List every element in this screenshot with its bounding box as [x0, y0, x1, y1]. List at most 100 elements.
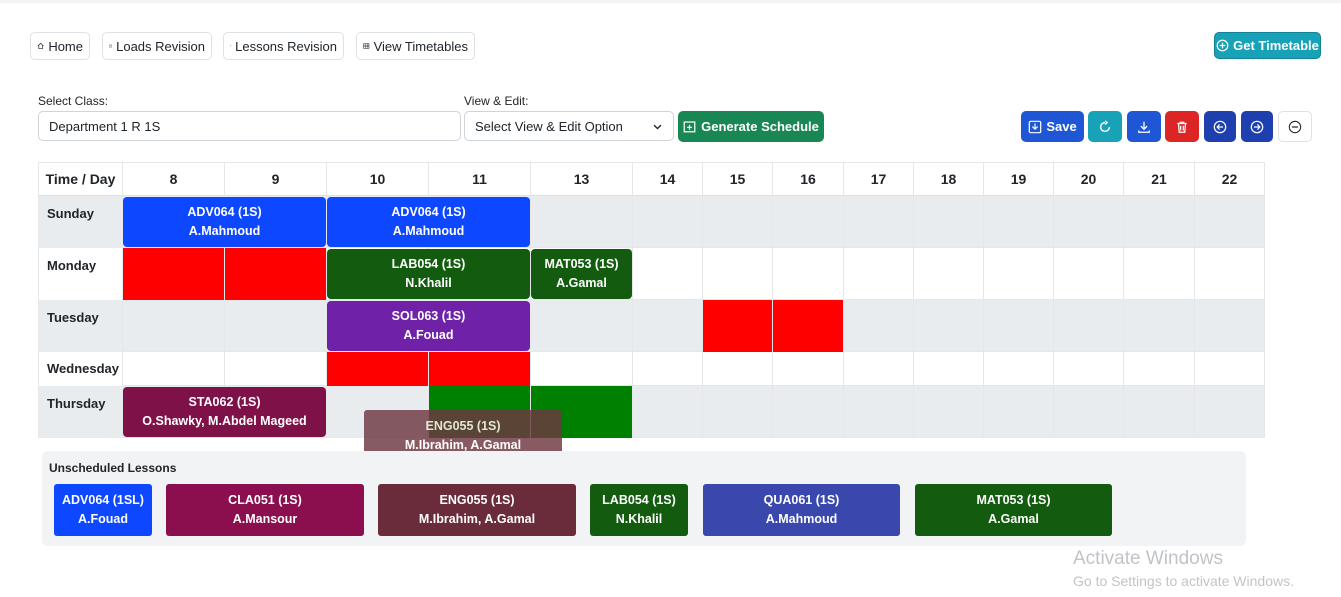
- timetable-cell[interactable]: [1195, 386, 1265, 438]
- save-label: Save: [1046, 119, 1077, 134]
- timetable-cell[interactable]: [1195, 352, 1265, 386]
- timetable-cell[interactable]: [773, 386, 844, 438]
- timetable-cell[interactable]: [531, 196, 633, 248]
- view-edit-select[interactable]: Select View & Edit Option: [464, 111, 674, 141]
- timetable-cell[interactable]: [1195, 300, 1265, 352]
- scheduled-lesson[interactable]: SOL063 (1S) A.Fouad: [327, 301, 530, 351]
- timetable-cell[interactable]: [633, 352, 703, 386]
- timetable-cell[interactable]: [914, 386, 984, 438]
- timetable-cell[interactable]: [633, 196, 703, 248]
- timetable-cell[interactable]: [225, 300, 327, 352]
- scheduled-lesson[interactable]: ADV064 (1S) A.Mahmoud: [327, 197, 530, 247]
- timetable-cell[interactable]: [1124, 386, 1195, 438]
- unscheduled-lesson[interactable]: LAB054 (1S) N.Khalil: [590, 484, 688, 536]
- timetable-cell[interactable]: [633, 248, 703, 300]
- scheduled-lesson[interactable]: MAT053 (1S) A.Gamal: [531, 249, 632, 299]
- view-timetables-button[interactable]: View Timetables: [356, 32, 475, 60]
- timetable-cell[interactable]: [1054, 248, 1124, 300]
- generate-schedule-label: Generate Schedule: [701, 119, 819, 134]
- timetable-cell[interactable]: [984, 248, 1054, 300]
- loads-revision-button[interactable]: Loads Revision: [102, 32, 212, 60]
- timetable-cell[interactable]: [1124, 248, 1195, 300]
- unscheduled-lesson[interactable]: ENG055 (1S) M.Ibrahim, A.Gamal: [378, 484, 576, 536]
- timetable-cell[interactable]: [225, 352, 327, 386]
- select-class-input[interactable]: Department 1 R 1S: [38, 111, 461, 141]
- blocked-slot: [123, 248, 224, 300]
- timetable-cell[interactable]: [1054, 196, 1124, 248]
- timetable-cell[interactable]: [1054, 352, 1124, 386]
- timetable-cell[interactable]: [984, 386, 1054, 438]
- delete-button[interactable]: [1165, 111, 1199, 142]
- timetable-cell[interactable]: [1054, 300, 1124, 352]
- timetable-cell[interactable]: [914, 196, 984, 248]
- arrow-right-circle-icon: [1250, 120, 1264, 133]
- timetable-cell[interactable]: [844, 300, 914, 352]
- unscheduled-lesson[interactable]: MAT053 (1S) A.Gamal: [915, 484, 1112, 536]
- timetable-cell[interactable]: [1124, 300, 1195, 352]
- scheduled-lesson[interactable]: ADV064 (1S) A.Mahmoud: [123, 197, 326, 247]
- chevron-down-icon: [653, 124, 662, 130]
- generate-schedule-button[interactable]: Generate Schedule: [678, 111, 824, 142]
- timetable-cell[interactable]: [984, 300, 1054, 352]
- timetable-cell[interactable]: [773, 352, 844, 386]
- timetable-cell[interactable]: [914, 300, 984, 352]
- view-timetables-label: View Timetables: [373, 38, 468, 54]
- timetable-cell[interactable]: [123, 352, 225, 386]
- timetable-cell[interactable]: [914, 248, 984, 300]
- hour-header: 10: [327, 162, 429, 196]
- lesson-code: ADV064 (1S): [187, 205, 262, 219]
- timetable-cell[interactable]: [773, 196, 844, 248]
- timetable-cell[interactable]: [703, 352, 773, 386]
- lesson-code: LAB054 (1S): [602, 493, 676, 507]
- timetable-cell[interactable]: [1195, 248, 1265, 300]
- get-timetable-button[interactable]: Get Timetable: [1214, 32, 1321, 59]
- timetable-cell[interactable]: [1054, 386, 1124, 438]
- dragging-lesson-code: ENG055 (1S): [425, 419, 501, 433]
- timetable-cell[interactable]: [914, 352, 984, 386]
- lesson-teacher: N.Khalil: [615, 512, 663, 526]
- timetable-cell[interactable]: [984, 352, 1054, 386]
- top-border: [0, 0, 1341, 3]
- timetable-cell[interactable]: [633, 386, 703, 438]
- timetable-cell[interactable]: [633, 300, 703, 352]
- hour-header: 22: [1195, 162, 1265, 196]
- download-button[interactable]: [1127, 111, 1161, 142]
- timetable-cell[interactable]: [844, 196, 914, 248]
- time-day-header: Time / Day: [38, 162, 123, 196]
- scheduled-lesson[interactable]: LAB054 (1S) N.Khalil: [327, 249, 530, 299]
- refresh-button[interactable]: [1088, 111, 1122, 142]
- timetable-cell[interactable]: [984, 196, 1054, 248]
- unscheduled-lesson[interactable]: CLA051 (1S) A.Mansour: [166, 484, 364, 536]
- timetable-cell[interactable]: [844, 248, 914, 300]
- next-button[interactable]: [1241, 111, 1273, 142]
- lessons-revision-button[interactable]: Lessons Revision: [223, 32, 344, 60]
- timetable-cell[interactable]: [703, 196, 773, 248]
- calendar-plus-icon: [683, 121, 696, 133]
- timetable-cell[interactable]: [703, 386, 773, 438]
- zoom-out-button[interactable]: [1278, 111, 1312, 142]
- timetable-cell[interactable]: [703, 248, 773, 300]
- unscheduled-lesson[interactable]: QUA061 (1S) A.Mahmoud: [703, 484, 900, 536]
- activate-windows-subtitle: Go to Settings to activate Windows.: [1073, 573, 1294, 589]
- lesson-code: MAT053 (1S): [976, 493, 1051, 507]
- timetable-cell[interactable]: [531, 352, 633, 386]
- timetable-cell[interactable]: [1124, 352, 1195, 386]
- timetable-cell[interactable]: [773, 248, 844, 300]
- lesson-code: STA062 (1S): [188, 395, 261, 409]
- arrow-left-circle-icon: [1213, 120, 1227, 133]
- home-button[interactable]: Home: [30, 32, 90, 60]
- save-button[interactable]: Save: [1021, 111, 1084, 142]
- lesson-code: MAT053 (1S): [544, 257, 619, 271]
- previous-button[interactable]: [1204, 111, 1236, 142]
- timetable-cell[interactable]: [123, 300, 225, 352]
- lesson-code: CLA051 (1S): [228, 493, 302, 507]
- timetable-cell[interactable]: [531, 300, 633, 352]
- unscheduled-lesson[interactable]: ADV064 (1SL) A.Fouad: [54, 484, 152, 536]
- timetable-cell[interactable]: [1124, 196, 1195, 248]
- timetable-cell[interactable]: [1195, 196, 1265, 248]
- table-icon: [363, 43, 370, 49]
- activate-windows-title: Activate Windows: [1073, 548, 1223, 569]
- timetable-cell[interactable]: [844, 386, 914, 438]
- scheduled-lesson[interactable]: STA062 (1S) O.Shawky, M.Abdel Mageed: [123, 387, 326, 437]
- timetable-cell[interactable]: [844, 352, 914, 386]
